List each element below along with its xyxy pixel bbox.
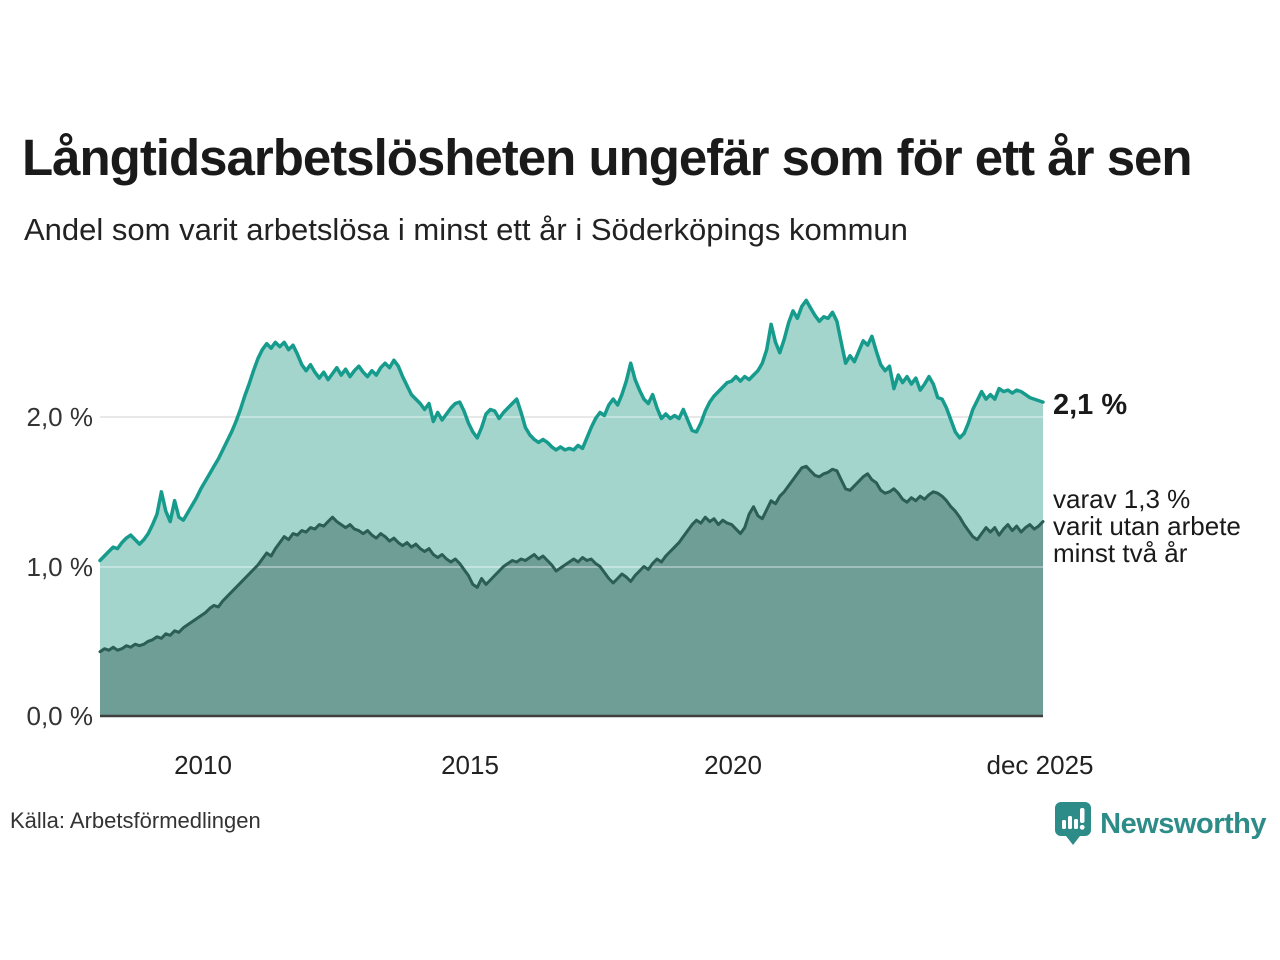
x-tick-2015: 2015 [441,750,499,780]
y-tick-1pct: 1,0 % [26,552,94,582]
x-tick-2020: 2020 [704,750,762,780]
logo-bars [1062,808,1085,830]
brand-name: Newsworthy [1100,807,1266,840]
chart-subtitle: Andel som varit arbetslösa i minst ett å… [24,212,908,247]
secondary-label-line2: varit utan arbete [1053,511,1241,541]
page-title: Långtidsarbetslösheten ungefär som för e… [22,129,1193,186]
line-series-1 [98,464,1045,654]
x-tick-dec-2025: dec 2025 [986,750,1094,780]
latest-value-label: 2,1 % [1053,389,1128,421]
x-tick-2010: 2010 [174,750,232,780]
logo-bubble [1055,802,1092,845]
brand-lockup: Newsworthy [1054,801,1266,847]
y-tick-2pct: 2,0 % [26,402,94,432]
newsworthy-logo-icon [1055,802,1092,845]
line-series-0 [98,298,1045,563]
secondary-label-line3: minst två år [1053,538,1188,568]
area-series-1 [100,466,1043,716]
source-note: Källa: Arbetsförmedlingen [10,808,261,833]
secondary-label-line1: varav 1,3 % [1053,484,1191,514]
y-tick-0pct: 0,0 % [26,701,94,731]
secondary-value-label: varav 1,3 % varit utan arbete minst två … [1053,486,1241,567]
